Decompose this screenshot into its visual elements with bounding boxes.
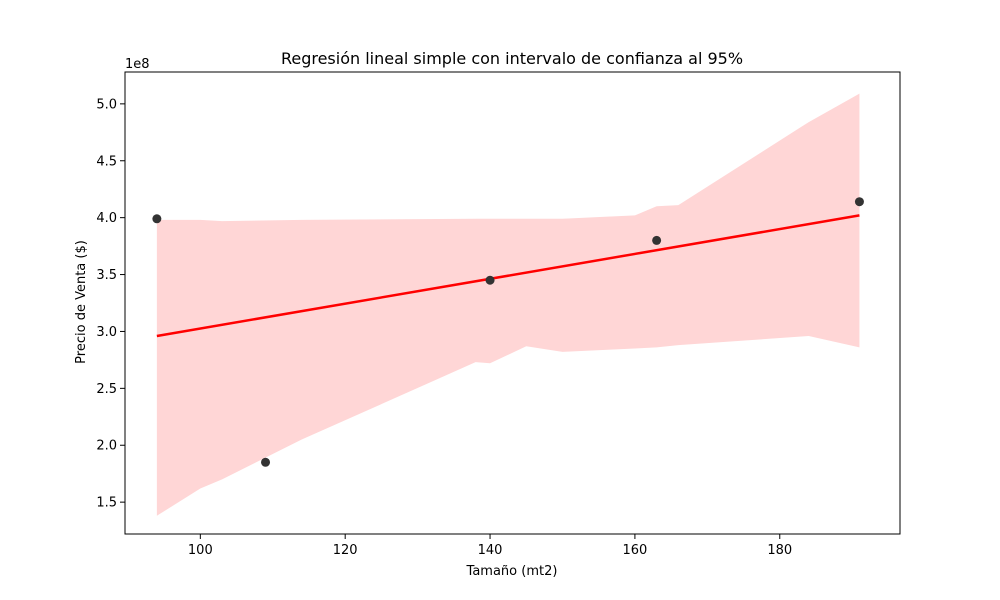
confidence-band xyxy=(156,93,860,516)
regression-line-layer xyxy=(156,214,860,338)
x-axis-ticks: 100 120 140 160 180 xyxy=(188,534,792,558)
y-axis-label: Precio de Venta ($) xyxy=(74,240,89,364)
x-tick-label: 160 xyxy=(622,543,647,558)
x-axis-label: Tamaño (mt2) xyxy=(466,564,558,579)
y-tick-label: 3.5 xyxy=(96,268,117,283)
x-tick-label: 100 xyxy=(188,543,213,558)
y-tick-label: 1.5 xyxy=(96,496,117,511)
confidence-band-layer xyxy=(156,93,860,516)
y-offset-label: 1e8 xyxy=(125,57,150,72)
y-tick-label: 4.5 xyxy=(96,154,117,169)
y-axis-ticks: 1.5 2.0 2.5 3.0 3.5 4.0 4.5 5.0 xyxy=(96,97,125,511)
x-tick-label: 180 xyxy=(767,543,792,558)
y-tick-label: 4.0 xyxy=(96,211,117,226)
y-tick-label: 5.0 xyxy=(96,97,117,112)
x-tick-label: 140 xyxy=(478,543,503,558)
plot-frame xyxy=(124,71,901,535)
y-tick-label: 3.0 xyxy=(96,325,117,340)
scatter-point xyxy=(485,275,495,285)
y-tick-label: 2.5 xyxy=(96,382,117,397)
chart-title: Regresión lineal simple con intervalo de… xyxy=(281,49,743,68)
x-tick-label: 120 xyxy=(333,543,358,558)
regression-line xyxy=(156,214,860,338)
scatter-points-layer xyxy=(152,197,864,467)
scatter-point xyxy=(854,197,864,207)
y-tick-label: 2.0 xyxy=(96,439,117,454)
scatter-point xyxy=(652,235,662,245)
scatter-point xyxy=(152,214,162,224)
scatter-point xyxy=(261,457,271,467)
